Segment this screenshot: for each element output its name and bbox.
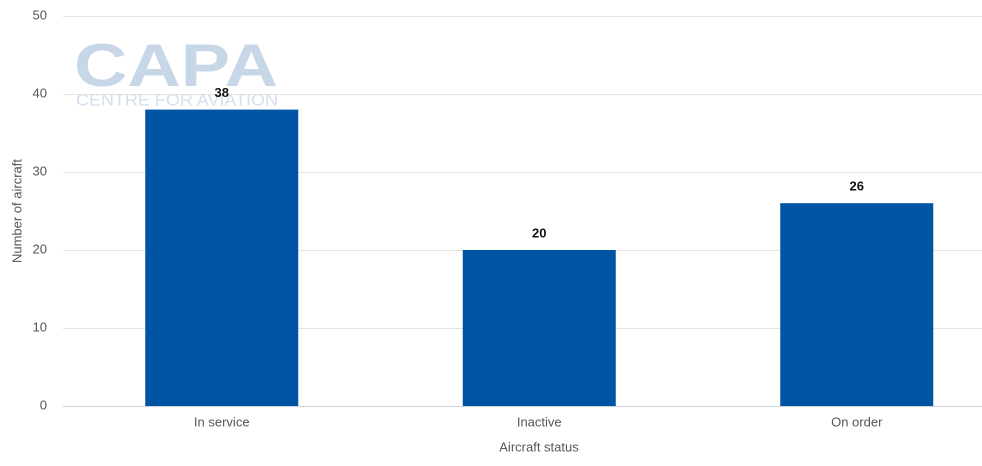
value-label: 20 [532,225,546,240]
bar [780,203,934,406]
value-label: 26 [850,179,864,194]
y-tick-label: 50 [33,7,47,22]
x-axis-label: Aircraft status [499,439,579,454]
x-tick-label: In service [194,414,250,429]
x-tick-label: Inactive [517,414,562,429]
value-label: 38 [215,85,229,100]
x-tick-label: On order [831,414,883,429]
y-tick-label: 0 [40,397,47,412]
watermark-tagline: CENTRE FOR AVIATION [76,90,278,109]
bar [145,109,299,406]
bar [462,250,616,406]
y-tick-label: 20 [33,241,47,256]
y-tick-label: 30 [33,163,47,178]
y-tick-label: 40 [33,85,47,100]
y-tick-label: 10 [33,319,47,334]
watermark-logo: CAPA [74,32,278,99]
y-axis-label: Number of aircraft [9,159,24,263]
